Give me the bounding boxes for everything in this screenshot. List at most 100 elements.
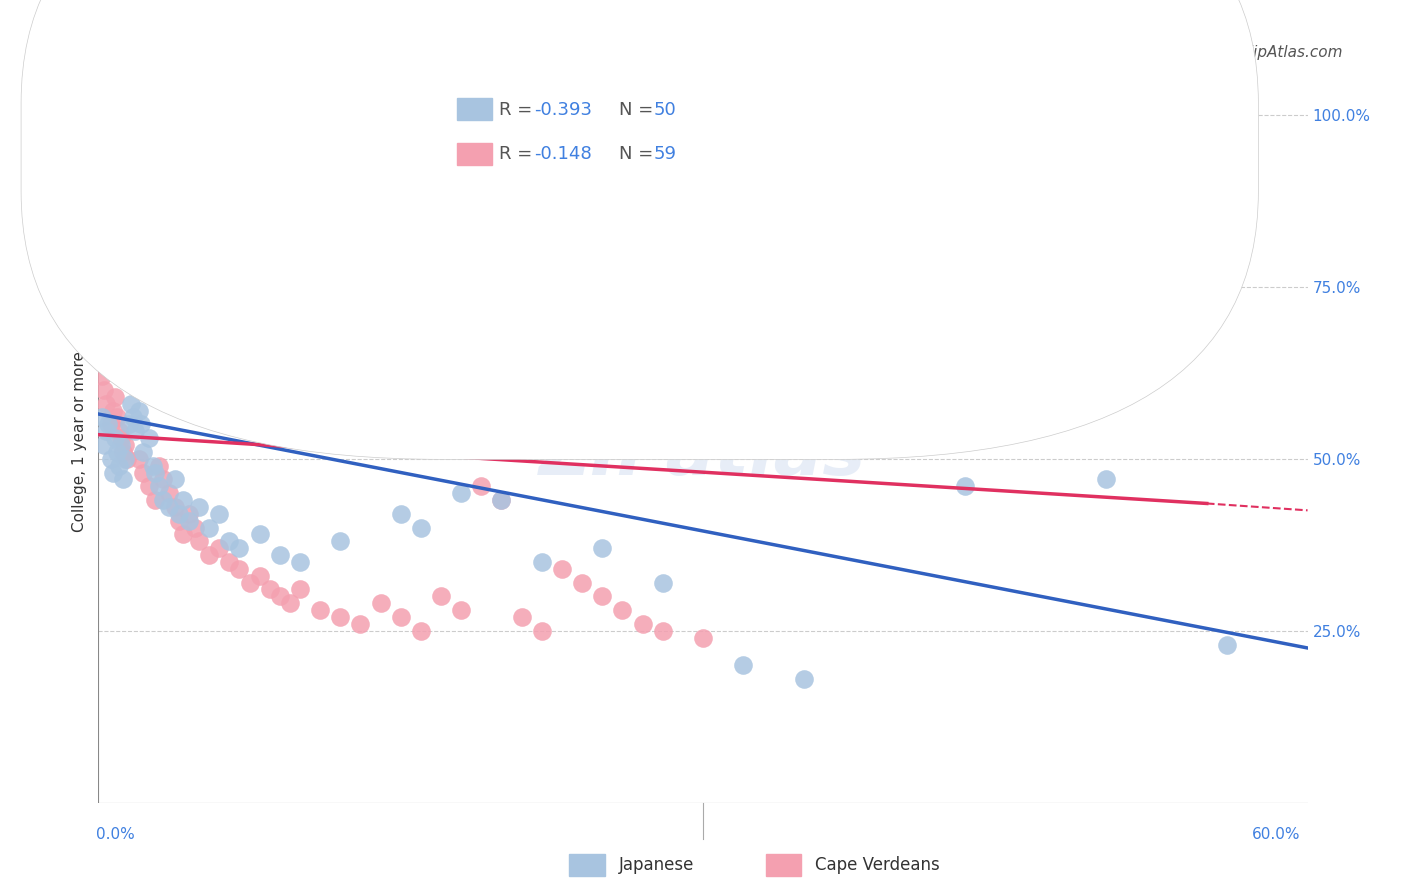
Text: JAPANESE VS CAPE VERDEAN COLLEGE, 1 YEAR OR MORE CORRELATION CHART: JAPANESE VS CAPE VERDEAN COLLEGE, 1 YEAR… <box>63 45 842 63</box>
Point <box>96 397 118 411</box>
Point <box>111 472 134 486</box>
Point <box>120 397 142 411</box>
Point <box>733 658 755 673</box>
Point <box>96 424 118 438</box>
Point <box>107 458 129 473</box>
Point <box>249 527 271 541</box>
Point <box>124 424 146 438</box>
Point <box>349 616 371 631</box>
Point <box>152 472 174 486</box>
Point <box>510 610 533 624</box>
Point <box>591 590 613 604</box>
Point <box>208 541 231 556</box>
Point <box>491 493 513 508</box>
Text: Source: ZipAtlas.com: Source: ZipAtlas.com <box>1180 45 1343 60</box>
Point <box>91 410 114 425</box>
Point <box>103 390 125 404</box>
Point <box>198 548 221 562</box>
Point <box>142 458 165 473</box>
Point <box>1095 472 1118 486</box>
Point <box>389 507 412 521</box>
Point <box>103 431 125 445</box>
Point <box>188 500 211 514</box>
Point <box>128 451 150 466</box>
Point <box>93 383 115 397</box>
Point <box>157 500 180 514</box>
Point <box>793 672 815 686</box>
Point <box>91 369 114 384</box>
Text: R =: R = <box>499 101 538 119</box>
Point <box>152 493 174 508</box>
Point <box>491 493 513 508</box>
Text: 0.0%: 0.0% <box>96 827 135 841</box>
Point <box>228 562 250 576</box>
Point <box>121 410 143 425</box>
Text: 60.0%: 60.0% <box>1253 827 1301 841</box>
Point <box>148 479 170 493</box>
Text: -0.148: -0.148 <box>534 145 592 163</box>
Point <box>143 493 166 508</box>
Y-axis label: College, 1 year or more: College, 1 year or more <box>72 351 87 532</box>
Text: ZIPatlas: ZIPatlas <box>540 422 866 491</box>
Point <box>105 410 128 425</box>
Point <box>409 520 432 534</box>
Point <box>110 438 132 452</box>
Text: Cape Verdeans: Cape Verdeans <box>815 856 941 874</box>
Point <box>107 424 129 438</box>
Point <box>124 327 146 342</box>
Point <box>259 582 281 597</box>
Point <box>288 555 311 569</box>
Point <box>132 445 155 459</box>
Point <box>132 466 155 480</box>
Point <box>111 445 134 459</box>
Point <box>218 534 240 549</box>
Point <box>128 403 150 417</box>
Point <box>114 438 136 452</box>
Text: Japanese: Japanese <box>619 856 695 874</box>
Point <box>329 534 352 549</box>
Text: 50: 50 <box>654 101 676 119</box>
Text: N =: N = <box>619 145 658 163</box>
Point <box>631 616 654 631</box>
Point <box>450 603 472 617</box>
Point <box>470 479 492 493</box>
Point <box>100 451 122 466</box>
Point <box>551 562 574 576</box>
Point <box>249 568 271 582</box>
Text: N =: N = <box>619 101 658 119</box>
Point <box>172 527 194 541</box>
Point <box>167 507 190 521</box>
Point <box>218 555 240 569</box>
Point <box>118 417 141 432</box>
Point <box>651 575 673 590</box>
Point <box>120 314 142 328</box>
Point <box>97 355 120 369</box>
Point <box>309 603 332 617</box>
Point <box>105 445 128 459</box>
Point <box>530 624 553 638</box>
Point <box>101 403 124 417</box>
Point <box>97 417 120 432</box>
Point <box>138 479 160 493</box>
Point <box>100 417 122 432</box>
Point <box>167 514 190 528</box>
Point <box>148 458 170 473</box>
Point <box>692 631 714 645</box>
Text: 59: 59 <box>654 145 676 163</box>
Text: R =: R = <box>499 145 538 163</box>
Point <box>118 301 141 315</box>
Point <box>115 451 138 466</box>
Point <box>269 590 291 604</box>
Point <box>288 582 311 597</box>
Point <box>370 596 392 610</box>
Point <box>329 610 352 624</box>
Point <box>188 534 211 549</box>
Point <box>179 514 201 528</box>
Text: -0.393: -0.393 <box>534 101 592 119</box>
Point <box>430 590 453 604</box>
Point <box>163 472 186 486</box>
Point <box>450 486 472 500</box>
Point <box>1216 638 1239 652</box>
Point <box>208 507 231 521</box>
Point <box>612 603 634 617</box>
